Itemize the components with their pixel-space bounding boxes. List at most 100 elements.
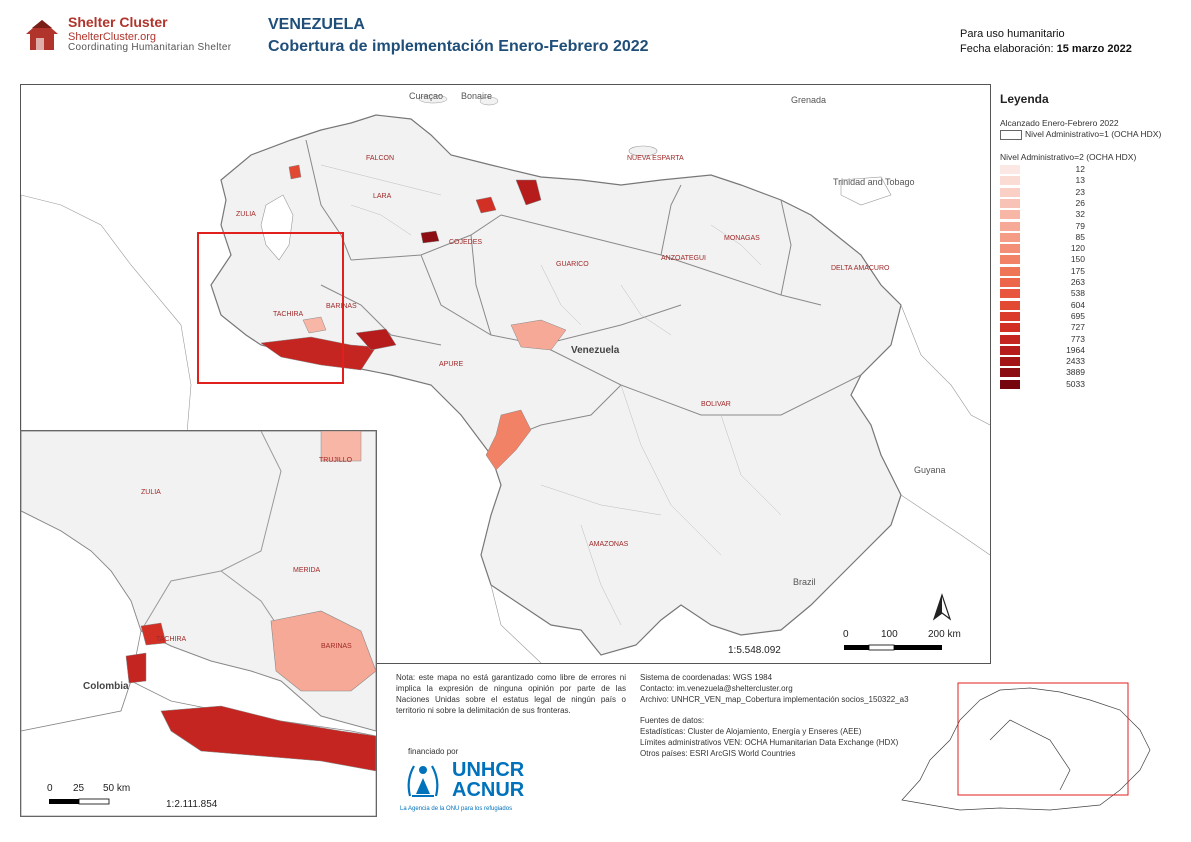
legend-ramp-swatch — [1000, 311, 1020, 321]
legend-ramp-row: 727 — [1000, 322, 1160, 333]
legend-ramp-value: 26 — [1075, 197, 1085, 208]
legend: Leyenda Alcanzado Enero-Febrero 2022 Niv… — [1000, 92, 1188, 412]
inset-scale-label-0: 0 — [47, 783, 53, 794]
state-label-delta-amacuro: DELTA AMACURO — [831, 265, 890, 272]
legend-ramp-swatch — [1000, 198, 1020, 208]
metadata-block: Sistema de coordenadas: WGS 1984 Contact… — [640, 672, 950, 759]
legend-ramp-row: 150 — [1000, 254, 1160, 265]
legend-ramp-value: 85 — [1075, 231, 1085, 242]
inset-map[interactable]: ZULIA TRUJILLO MERIDA TACHIRA BARINAS Co… — [20, 430, 377, 817]
source-2: Límites administrativos VEN: OCHA Humani… — [640, 738, 899, 747]
unhcr-tagline: La Agencia de la ONU para los refugiados — [400, 806, 513, 812]
label-curacao: Curaçao — [409, 91, 444, 101]
legend-title: Leyenda — [1000, 92, 1049, 106]
label-grenada: Grenada — [791, 95, 827, 105]
state-label-falcon: FALCON — [366, 155, 395, 162]
legend-ramp-swatch — [1000, 323, 1020, 333]
locator-map — [900, 680, 1170, 815]
state-label-barinas: BARINAS — [326, 303, 357, 310]
state-label-tachira: TACHIRA — [273, 311, 304, 318]
funded-by-label: financiado por — [408, 747, 459, 756]
legend-ramp-swatch — [1000, 210, 1020, 220]
legend-ramp-value: 604 — [1070, 299, 1085, 310]
logo-tagline: Coordinating Humanitarian Shelter — [68, 42, 232, 53]
legend-ramp-swatch — [1000, 345, 1020, 355]
legend-ramp-row: 773 — [1000, 333, 1160, 344]
legend-ramp-value: 23 — [1075, 186, 1085, 197]
acnur-text: ACNUR — [452, 779, 525, 801]
legend-ramp-swatch — [1000, 221, 1020, 231]
scale-label-0: 0 — [843, 629, 849, 640]
legend-ramp-row: 538 — [1000, 288, 1160, 299]
map-subtitle: Cobertura de implementación Enero-Febrer… — [268, 38, 649, 55]
legend-ramp-swatch — [1000, 187, 1020, 197]
house-logo-icon — [26, 20, 58, 50]
legend-admin2-label: Nivel Administrativo=2 (OCHA HDX) — [1000, 152, 1137, 162]
state-label-nueva-esparta: NUEVA ESPARTA — [627, 155, 684, 162]
legend-ramp-value: 32 — [1075, 209, 1085, 220]
legend-ramp-swatch — [1000, 176, 1020, 186]
legend-ramp: 12 13 23 26 32 79 85 120 150 175 263 538 604 695 727 77… — [1000, 164, 1160, 395]
legend-ramp-swatch — [1000, 165, 1020, 174]
archive-text: Archivo: UNHCR_VEN_map_Cobertura impleme… — [640, 695, 909, 704]
legend-ramp-swatch — [1000, 334, 1020, 344]
legend-ramp-row: 13 — [1000, 175, 1160, 186]
main-scale-ratio: 1:5.548.092 — [728, 645, 781, 656]
admin1-swatch — [1000, 130, 1022, 140]
logo-title: Shelter Cluster — [68, 14, 168, 30]
date-line: Fecha elaboración: 15 marzo 2022 — [960, 43, 1132, 55]
logo-url: ShelterCluster.org — [68, 31, 157, 43]
scale-label-100: 100 — [881, 629, 898, 640]
legend-ramp-value: 3889 — [1066, 367, 1085, 378]
locator-map-svg — [901, 682, 1151, 811]
main-map[interactable]: Curaçao Bonaire Grenada Trinidad and Tob… — [20, 84, 991, 664]
legend-ramp-row: 26 — [1000, 197, 1160, 208]
legend-ramp-row: 695 — [1000, 311, 1160, 321]
legend-ramp-swatch — [1000, 300, 1020, 310]
legend-ramp-value: 2433 — [1066, 356, 1085, 367]
legend-ramp-row: 5033 — [1000, 379, 1160, 389]
legend-ramp-swatch — [1000, 266, 1020, 276]
legend-admin1: Nivel Administrativo=1 (OCHA HDX) — [1000, 129, 1188, 141]
legend-ramp-value: 773 — [1070, 333, 1085, 344]
label-guyana: Guyana — [914, 465, 946, 475]
legend-ramp-swatch — [1000, 278, 1020, 287]
unhcr-emblem-icon — [407, 765, 439, 797]
legend-ramp-swatch — [1000, 289, 1020, 299]
legend-reached-label: Alcanzado Enero-Febrero 2022 — [1000, 118, 1119, 128]
inset-state-barinas: BARINAS — [321, 643, 352, 650]
shelter-cluster-logo: Shelter Cluster ShelterCluster.org Coord… — [22, 14, 234, 54]
state-label-apure: APURE — [439, 361, 464, 368]
unhcr-text: UNHCR — [452, 759, 525, 781]
legend-ramp-row: 120 — [1000, 243, 1160, 254]
legend-ramp-row: 85 — [1000, 231, 1160, 242]
legend-ramp-row: 23 — [1000, 186, 1160, 197]
disclaimer-note: Nota: este mapa no está garantizado como… — [396, 673, 626, 715]
inset-state-merida: MERIDA — [293, 567, 321, 574]
legend-ramp-row: 32 — [1000, 209, 1160, 220]
legend-ramp-swatch — [1000, 357, 1020, 367]
legend-ramp-row: 604 — [1000, 299, 1160, 310]
scale-bar — [844, 644, 942, 651]
humanitarian-use: Para uso humanitario — [960, 28, 1065, 40]
legend-ramp-row: 1964 — [1000, 345, 1160, 355]
state-label-cojedes: COJEDES — [449, 239, 483, 246]
inset-scale-label-25: 25 — [73, 783, 85, 794]
source-3: Otros países: ESRI ArcGIS World Countrie… — [640, 749, 796, 758]
legend-ramp-row: 3889 — [1000, 367, 1160, 378]
date-value: 15 marzo 2022 — [1056, 43, 1132, 55]
main-scalebar: 0 100 200 km — [836, 593, 976, 655]
legend-ramp-swatch — [1000, 244, 1020, 254]
legend-ramp-row: 175 — [1000, 265, 1160, 276]
legend-ramp-swatch — [1000, 379, 1020, 389]
legend-ramp-value: 79 — [1075, 220, 1085, 231]
map-title: VENEZUELA — [268, 16, 365, 33]
inset-map-svg — [21, 431, 376, 816]
scale-label-200: 200 km — [928, 629, 961, 640]
north-arrow-icon — [932, 593, 952, 621]
state-label-lara: LARA — [373, 193, 392, 200]
legend-ramp-value: 175 — [1070, 265, 1085, 276]
legend-ramp-value: 13 — [1075, 175, 1085, 186]
coords-text: Sistema de coordenadas: WGS 1984 — [640, 673, 773, 682]
state-label-zulia: ZULIA — [236, 211, 256, 218]
